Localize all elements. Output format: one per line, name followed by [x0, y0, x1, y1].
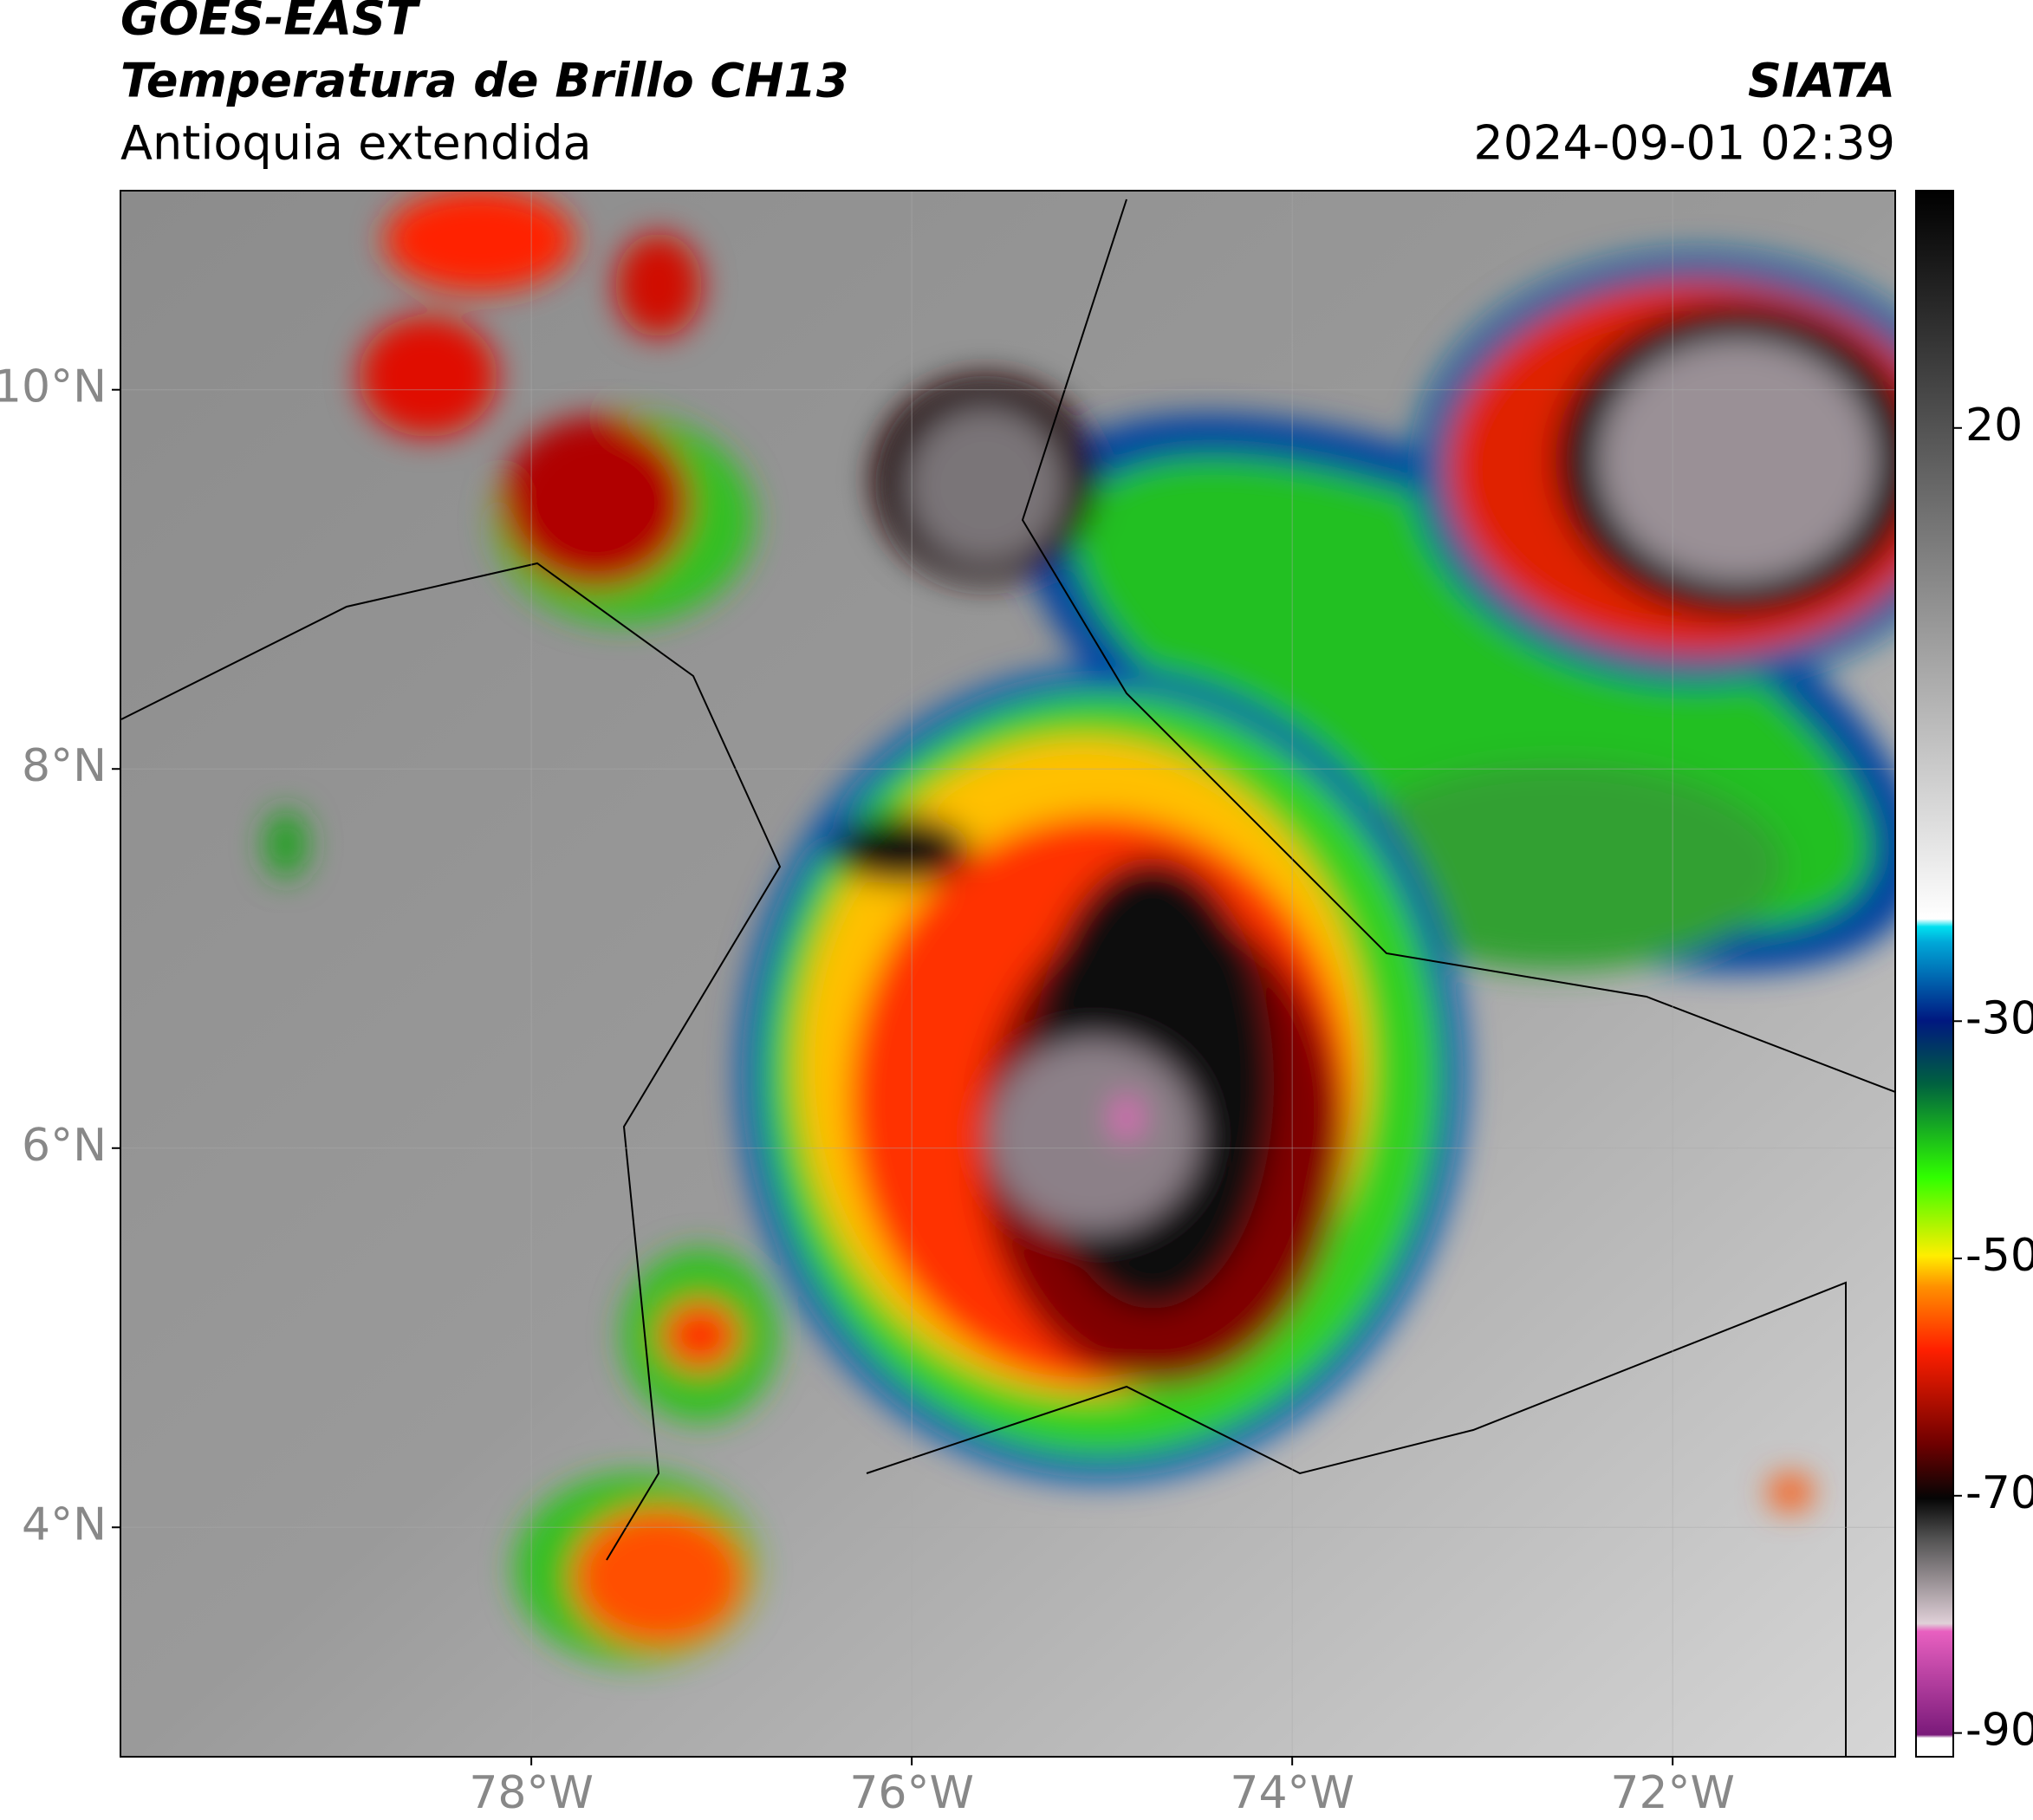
y-tick-label: 8°N: [22, 740, 107, 792]
product-title: Temperatura de Brillo CH13: [120, 54, 849, 108]
colorbar-tick-label: -70: [1965, 1467, 2033, 1519]
x-tick-label: 72°W: [1610, 1767, 1735, 1819]
y-tick-label: 4°N: [22, 1498, 107, 1550]
x-tick-label: 76°W: [849, 1767, 974, 1819]
colorbar-tick-label: -50: [1965, 1230, 2033, 1282]
datetime: 2024-09-01 02:39: [1473, 116, 1895, 171]
satellite-name: GOES-EAST: [120, 0, 421, 46]
colorbar-tick-label: -30: [1965, 992, 2033, 1044]
colorbar: [1915, 190, 1954, 1758]
y-tick-label: 6°N: [22, 1120, 107, 1172]
colorbar-tick-label: -90: [1965, 1705, 2033, 1757]
y-tick-label: 10°N: [0, 361, 107, 413]
x-tick-label: 78°W: [469, 1767, 594, 1819]
source-name: SIATA: [1748, 54, 1895, 108]
map-frame: [120, 190, 1896, 1758]
x-tick-label: 74°W: [1230, 1767, 1354, 1819]
region-name: Antioquia extendida: [120, 116, 592, 171]
colorbar-tick-label: 20: [1965, 400, 2023, 452]
satellite-image: [120, 191, 1895, 1757]
